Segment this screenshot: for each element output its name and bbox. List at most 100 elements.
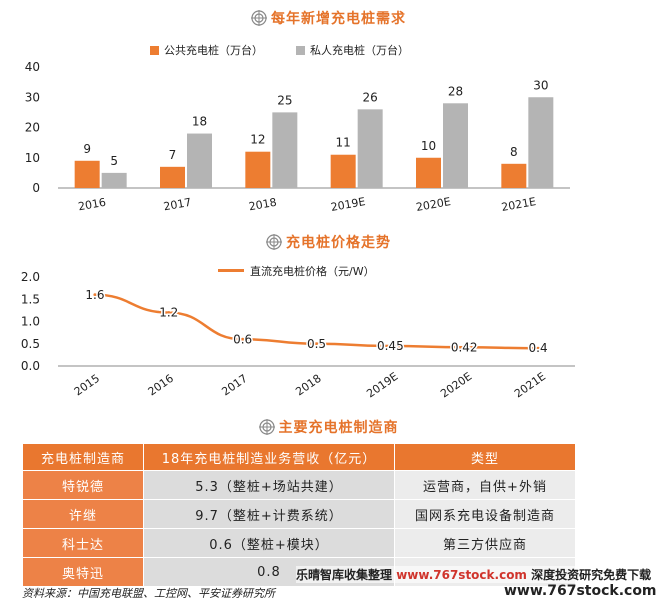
bar-private xyxy=(187,133,212,188)
header-type: 类型 xyxy=(394,443,576,471)
y-tick-label: 30 xyxy=(25,90,40,104)
x-tick-label: 2017 xyxy=(162,196,192,214)
bar-value-label: 12 xyxy=(250,133,265,147)
price-point xyxy=(315,342,318,346)
x-tick-label: 2021E xyxy=(512,370,548,401)
bar-public xyxy=(245,151,271,188)
watermark-brand: 乐晴智库收集整理 xyxy=(296,568,393,582)
line-chart-title: 充电桩价格走势 xyxy=(0,232,657,252)
x-tick-label: 2016 xyxy=(77,196,107,214)
bar-private xyxy=(272,112,298,188)
bar-private xyxy=(528,97,554,188)
y-tick-label: 10 xyxy=(25,151,40,165)
watermark-line2: www.767stock.com xyxy=(504,583,657,599)
price-point xyxy=(462,345,466,349)
bar-chart-title-text: 每年新增充电桩需求 xyxy=(271,11,406,27)
y-tick-label: 20 xyxy=(25,121,40,135)
y-tick-label: 1.0 xyxy=(21,315,40,329)
y-tick-label: 0 xyxy=(32,181,40,195)
price-value-label: 0.42 xyxy=(451,340,478,354)
source-note: 资料来源：中国充电联盟、工控网、平安证券研究所 xyxy=(22,587,275,600)
x-tick-label: 2021E xyxy=(500,195,537,214)
cell-revenue: 5.3（整桩+场站共建） xyxy=(143,470,395,500)
line-chart: 0.0 0.5 1.0 1.5 2.0 1.6 2015 1.2 2016 0.6 2017 0.5 2… xyxy=(21,270,575,401)
watermark-slogan: 深度投资研究免费下载 xyxy=(531,568,652,582)
y-tick-label: 1.5 xyxy=(21,292,40,306)
x-tick-label: 2016 xyxy=(146,372,176,399)
cell-name: 特锐德 xyxy=(22,470,144,500)
legend-label-private: 私人充电桩（万台） xyxy=(310,44,409,57)
bar-public xyxy=(330,154,356,188)
bar-public xyxy=(501,163,527,188)
bar-value-label: 5 xyxy=(110,154,118,168)
target-icon xyxy=(251,10,267,26)
x-tick-label: 2015 xyxy=(72,372,102,399)
cell-type: 国网系充电设备制造商 xyxy=(394,499,576,529)
watermark-url: www.767stock.com xyxy=(396,568,527,582)
price-value-label: 0.5 xyxy=(307,337,326,351)
table-title-text: 主要充电桩制造商 xyxy=(278,420,399,436)
price-point xyxy=(388,344,392,348)
cell-name: 许继 xyxy=(22,499,144,529)
price-point xyxy=(241,337,245,341)
bar-private xyxy=(101,172,127,188)
cell-name: 科士达 xyxy=(22,528,144,558)
bar-value-label: 30 xyxy=(533,78,548,92)
y-tick-label: 0.0 xyxy=(21,359,40,373)
price-point xyxy=(167,311,171,315)
bar-legend-private: 私人充电桩（万台） xyxy=(296,42,409,58)
line-chart-title-text: 充电桩价格走势 xyxy=(286,235,391,251)
bar-value-label: 26 xyxy=(363,90,378,104)
bar-value-label: 28 xyxy=(448,84,463,98)
price-value-label: 0.6 xyxy=(233,332,252,346)
cell-name: 奥特迅 xyxy=(22,557,144,587)
price-point xyxy=(93,293,97,297)
bar-value-label: 8 xyxy=(510,145,518,159)
price-point xyxy=(536,346,540,350)
x-tick-label: 2017 xyxy=(219,372,249,399)
table-title: 主要充电桩制造商 xyxy=(0,417,657,437)
table-row: 科士达 0.6（整桩+模块） 第三方供应商 xyxy=(22,528,576,558)
bar-public xyxy=(160,166,185,188)
table-header-row: 充电桩制造商 18年充电桩制造业务营收（亿元） 类型 xyxy=(22,443,576,471)
x-tick-label: 2018 xyxy=(248,196,278,214)
table-row: 许继 9.7（整桩+计费系统） 国网系充电设备制造商 xyxy=(22,499,576,529)
price-value-label: 1.6 xyxy=(85,288,104,302)
cell-type: 第三方供应商 xyxy=(394,528,576,558)
target-icon xyxy=(266,234,282,250)
x-tick-label: 2019E xyxy=(364,370,400,401)
x-tick-label: 2019E xyxy=(330,195,367,214)
cell-revenue: 0.6（整桩+模块） xyxy=(143,528,395,558)
bar-value-label: 18 xyxy=(192,115,207,129)
bar-value-label: 11 xyxy=(336,136,351,150)
bar-public xyxy=(74,160,100,188)
target-icon xyxy=(258,419,275,435)
price-value-label: 1.2 xyxy=(159,306,178,320)
price-value-label: 0.4 xyxy=(529,341,548,355)
bar-public xyxy=(416,157,441,188)
legend-line-swatch xyxy=(218,269,244,272)
cell-revenue: 9.7（整桩+计费系统） xyxy=(143,499,395,529)
bar-legend-public: 公共充电桩（万台） xyxy=(150,42,263,58)
y-tick-label: 40 xyxy=(25,60,40,74)
bar-chart-title: 每年新增充电桩需求 xyxy=(0,8,657,28)
x-tick-label: 2020E xyxy=(415,195,452,214)
watermark-line1: 乐晴智库收集整理 www.767stock.com 深度投资研究免费下载 xyxy=(296,566,652,583)
bar-value-label: 25 xyxy=(277,93,292,107)
line-legend: 直流充电桩价格（元/W） xyxy=(218,263,375,279)
legend-swatch-public xyxy=(150,46,159,55)
header-manufacturer: 充电桩制造商 xyxy=(22,443,144,471)
x-tick-label: 2020E xyxy=(438,370,474,401)
cell-type: 运营商，自供+外销 xyxy=(394,470,576,500)
y-tick-label: 2.0 xyxy=(21,270,40,284)
bar-private xyxy=(357,109,383,188)
table-row: 特锐德 5.3（整桩+场站共建） 运营商，自供+外销 xyxy=(22,470,576,500)
y-tick-label: 0.5 xyxy=(21,337,40,351)
legend-swatch-private xyxy=(296,46,305,55)
x-tick-label: 2018 xyxy=(293,372,323,399)
header-revenue: 18年充电桩制造业务营收（亿元） xyxy=(143,443,395,471)
bar-value-label: 10 xyxy=(421,139,436,153)
bar-private xyxy=(443,103,468,188)
bar-value-label: 7 xyxy=(169,148,177,162)
manufacturer-table: 充电桩制造商 18年充电桩制造业务营收（亿元） 类型 特锐德 5.3（整桩+场站… xyxy=(22,443,576,587)
